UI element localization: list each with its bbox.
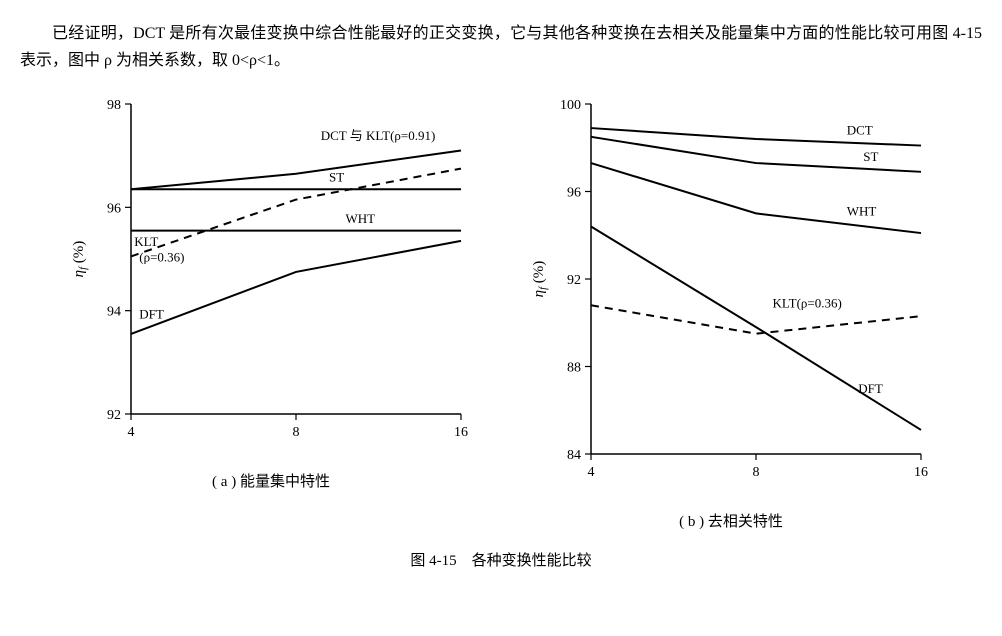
svg-text:94: 94	[107, 305, 121, 320]
svg-text:ηf (%): ηf (%)	[531, 261, 549, 298]
svg-text:8: 8	[753, 465, 760, 480]
paragraph: 已经证明，DCT 是所有次最佳变换中综合性能最好的正交变换，它与其他各种变换在去…	[20, 20, 982, 74]
chart-a-svg: 92 94 96 98 4 8 16 ηf (%) DCT 与 KLT(ρ=0.91) ST WHT…	[61, 84, 481, 464]
svg-text:16: 16	[454, 425, 468, 440]
figure-4-15: 92 94 96 98 4 8 16 ηf (%) DCT 与 KLT(ρ=0.91) ST WHT…	[20, 84, 982, 531]
svg-text:DFT: DFT	[139, 307, 164, 322]
chart-b-svg: 84 88 92 96 100 4 8 16 ηf (%) DCT ST WHT KLT(ρ=0.36)…	[521, 84, 941, 504]
svg-text:WHT: WHT	[847, 204, 877, 219]
svg-text:96: 96	[567, 186, 581, 201]
svg-text:DCT 与 KLT(ρ=0.91): DCT 与 KLT(ρ=0.91)	[321, 129, 436, 144]
svg-text:ST: ST	[329, 170, 344, 185]
svg-text:98: 98	[107, 98, 121, 113]
panel-a-subcaption: ( a ) 能量集中特性	[212, 470, 330, 491]
svg-text:84: 84	[567, 448, 581, 463]
panel-b-subcaption: ( b ) 去相关特性	[679, 510, 783, 531]
svg-text:KLT(ρ=0.36): KLT(ρ=0.36)	[773, 296, 842, 311]
svg-text:ST: ST	[863, 149, 878, 164]
svg-text:100: 100	[560, 98, 581, 113]
svg-text:(ρ=0.36): (ρ=0.36)	[139, 250, 184, 265]
svg-text:96: 96	[107, 202, 121, 217]
svg-text:ηf (%): ηf (%)	[71, 241, 89, 278]
svg-text:DFT: DFT	[858, 381, 883, 396]
svg-text:KLT: KLT	[134, 234, 158, 249]
svg-text:8: 8	[293, 425, 300, 440]
svg-text:92: 92	[567, 273, 581, 288]
svg-text:4: 4	[128, 425, 135, 440]
panel-b: 84 88 92 96 100 4 8 16 ηf (%) DCT ST WHT KLT(ρ=0.36)…	[521, 84, 941, 531]
prose-block: 已经证明，DCT 是所有次最佳变换中综合性能最好的正交变换，它与其他各种变换在去…	[20, 20, 982, 74]
figure-caption: 图 4-15 各种变换性能比较	[20, 549, 982, 570]
panel-a: 92 94 96 98 4 8 16 ηf (%) DCT 与 KLT(ρ=0.91) ST WHT…	[61, 84, 481, 531]
svg-text:16: 16	[914, 465, 928, 480]
svg-text:DCT: DCT	[847, 123, 873, 138]
svg-text:4: 4	[588, 465, 595, 480]
svg-text:92: 92	[107, 408, 121, 423]
svg-text:WHT: WHT	[346, 211, 376, 226]
svg-text:88: 88	[567, 361, 581, 376]
